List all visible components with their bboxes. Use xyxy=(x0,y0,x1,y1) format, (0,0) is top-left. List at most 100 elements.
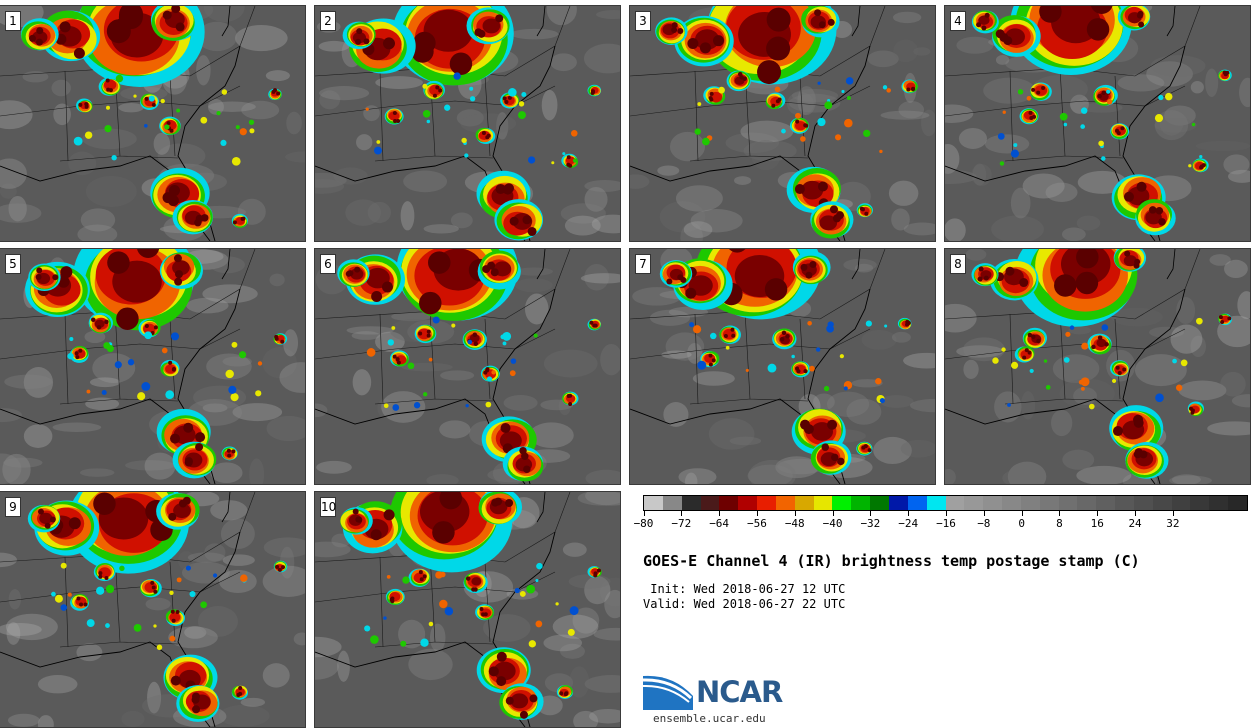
figure-title: GOES-E Channel 4 (IR) brightness temp po… xyxy=(643,552,1140,570)
colorbar-tick xyxy=(983,511,985,516)
colorbar-tick-label: −64 xyxy=(709,517,730,530)
init-time: Init: Wed 2018-06-27 12 UTC xyxy=(643,582,846,596)
colorbar-tick-label: −32 xyxy=(860,517,881,530)
ir-brightness-map xyxy=(945,6,1250,241)
ir-brightness-map xyxy=(630,6,935,241)
colorbar-swatch xyxy=(644,496,663,510)
colorbar-tick xyxy=(1097,511,1099,516)
ir-brightness-map xyxy=(0,249,305,484)
colorbar-swatch xyxy=(888,496,908,510)
colorbar-swatch xyxy=(983,496,1003,510)
panel-number-label: 6 xyxy=(320,254,336,274)
ir-brightness-map xyxy=(315,492,620,727)
colorbar-tick-label: −72 xyxy=(671,517,692,530)
postage-stamp-panel: 4 xyxy=(944,5,1251,242)
colorbar: −80 −72 −64 −56 −48 −40 −32 −24 −16 −8 0 8 16 24 32 xyxy=(634,495,1248,535)
colorbar-tick xyxy=(1059,511,1061,516)
colorbar-swatch xyxy=(719,496,739,510)
panel-number-label: 8 xyxy=(950,254,966,274)
postage-stamp-panel: 9 xyxy=(0,491,306,728)
colorbar-swatch xyxy=(681,496,701,510)
colorbar-swatch xyxy=(662,496,682,510)
colorbar-swatch xyxy=(1115,496,1134,510)
colorbar-swatch xyxy=(851,496,871,510)
valid-time: Valid: Wed 2018-06-27 22 UTC xyxy=(643,597,846,611)
colorbar-swatch xyxy=(1058,496,1078,510)
ir-brightness-map xyxy=(0,6,305,241)
panel-number-label: 1 xyxy=(5,11,21,31)
colorbar-swatch xyxy=(1077,496,1097,510)
colorbar-tick-label: −56 xyxy=(747,517,767,530)
colorbar-tick-label: 24 xyxy=(1128,517,1142,530)
colorbar-swatch xyxy=(1171,496,1191,510)
colorbar-tick xyxy=(756,511,758,516)
postage-stamp-panel: 10 xyxy=(314,491,621,728)
colorbar-swatch xyxy=(794,496,814,510)
colorbar-swatch xyxy=(870,496,889,510)
colorbar-swatch xyxy=(1020,496,1040,510)
colorbar-tick-label: 0 xyxy=(1018,517,1025,530)
postage-stamp-panel: 6 xyxy=(314,248,621,485)
colorbar-tick xyxy=(681,511,683,516)
colorbar-ticks: −80 −72 −64 −56 −48 −40 −32 −24 −16 −8 0 8 16 24 32 xyxy=(634,511,1248,535)
colorbar-tick xyxy=(870,511,872,516)
colorbar-tick-label: −16 xyxy=(936,517,956,530)
colorbar-swatch xyxy=(813,496,833,510)
ir-brightness-map xyxy=(945,249,1250,484)
colorbar-swatch xyxy=(832,496,852,510)
colorbar-swatch xyxy=(1096,496,1116,510)
ncar-swoosh-icon xyxy=(643,675,693,710)
colorbar-swatch xyxy=(775,496,795,510)
panel-number-label: 7 xyxy=(635,254,651,274)
postage-stamp-panel: 3 xyxy=(629,5,936,242)
colorbar-tick xyxy=(1021,511,1023,516)
colorbar-swatch xyxy=(1002,496,1021,510)
colorbar-tick xyxy=(643,511,645,516)
colorbar-tick-label: 8 xyxy=(1056,517,1063,530)
colorbar-tick xyxy=(794,511,796,516)
colorbar-swatch xyxy=(738,496,758,510)
panel-number-label: 4 xyxy=(950,11,966,31)
colorbar-swatch xyxy=(1209,496,1229,510)
postage-stamp-panel: 5 xyxy=(0,248,306,485)
colorbar-tick-label: −24 xyxy=(898,517,919,530)
logo-url[interactable]: ensemble.ucar.edu xyxy=(653,712,766,725)
panel-number-label: 5 xyxy=(5,254,21,274)
colorbar-tick-label: 32 xyxy=(1166,517,1180,530)
ir-brightness-map xyxy=(630,249,935,484)
colorbar-swatch xyxy=(907,496,927,510)
colorbar-tick-label: −8 xyxy=(977,517,991,530)
colorbar-tick-label: 16 xyxy=(1090,517,1104,530)
colorbar-tick xyxy=(832,511,834,516)
colorbar-tick xyxy=(1172,511,1174,516)
colorbar-tick xyxy=(946,511,947,516)
ir-brightness-map xyxy=(315,249,620,484)
panel-number-label: 2 xyxy=(320,11,336,31)
colorbar-swatch xyxy=(1039,496,1059,510)
colorbar-swatch xyxy=(945,496,965,510)
ir-brightness-map xyxy=(0,492,305,727)
colorbar-swatch xyxy=(700,496,720,510)
colorbar-swatch xyxy=(926,496,946,510)
colorbar-swatch xyxy=(757,496,776,510)
postage-stamp-panel: 2 xyxy=(314,5,621,242)
colorbar-tick xyxy=(908,511,910,516)
panel-number-label: 3 xyxy=(635,11,651,31)
colorbar-tick-label: −40 xyxy=(822,517,843,530)
panel-number-label: 9 xyxy=(5,497,21,517)
colorbar-tick-label: −80 xyxy=(633,517,654,530)
colorbar-swatches xyxy=(643,495,1248,511)
logo-wordmark: NCAR xyxy=(696,675,783,709)
colorbar-swatch xyxy=(1228,496,1247,510)
ir-brightness-map xyxy=(315,6,620,241)
colorbar-tick xyxy=(1135,511,1137,516)
colorbar-swatch xyxy=(1133,496,1153,510)
panel-number-label: 10 xyxy=(320,497,336,517)
postage-stamp-panel: 8 xyxy=(944,248,1251,485)
colorbar-swatch xyxy=(1152,496,1172,510)
ncar-logo[interactable]: NCAR ensemble.ucar.edu xyxy=(643,672,803,727)
postage-stamp-panel: 7 xyxy=(629,248,936,485)
colorbar-tick xyxy=(719,511,721,516)
postage-stamp-panel: 1 xyxy=(0,5,306,242)
colorbar-tick-label: −48 xyxy=(784,517,805,530)
